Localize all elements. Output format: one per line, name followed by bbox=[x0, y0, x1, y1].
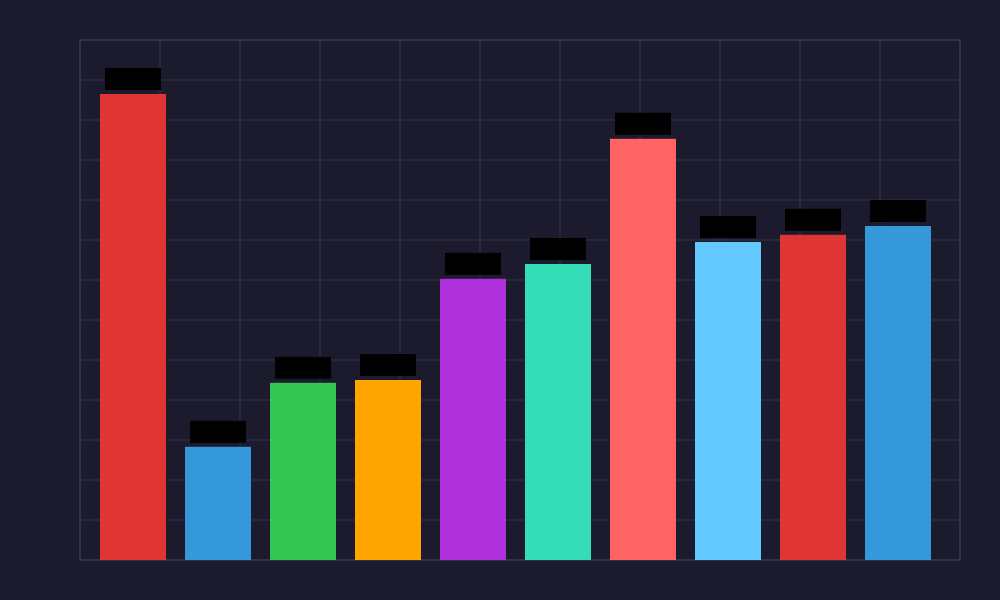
bar bbox=[270, 382, 336, 560]
label-box bbox=[360, 354, 416, 376]
bar bbox=[100, 94, 166, 560]
bar bbox=[355, 380, 421, 560]
bar bbox=[865, 226, 931, 560]
bar bbox=[525, 264, 591, 560]
label-box bbox=[530, 238, 586, 260]
label-box bbox=[190, 420, 246, 443]
label-box bbox=[615, 112, 671, 135]
bar bbox=[780, 234, 846, 561]
plot-border bbox=[79, 39, 961, 561]
label-box bbox=[275, 356, 331, 379]
bar bbox=[440, 278, 506, 560]
label-box bbox=[105, 68, 161, 90]
label-box bbox=[445, 252, 501, 275]
bar bbox=[185, 446, 251, 560]
bar bbox=[695, 242, 761, 560]
label-box bbox=[700, 216, 756, 238]
label-box bbox=[870, 200, 926, 222]
bar bbox=[610, 138, 676, 561]
label-box bbox=[785, 208, 841, 231]
